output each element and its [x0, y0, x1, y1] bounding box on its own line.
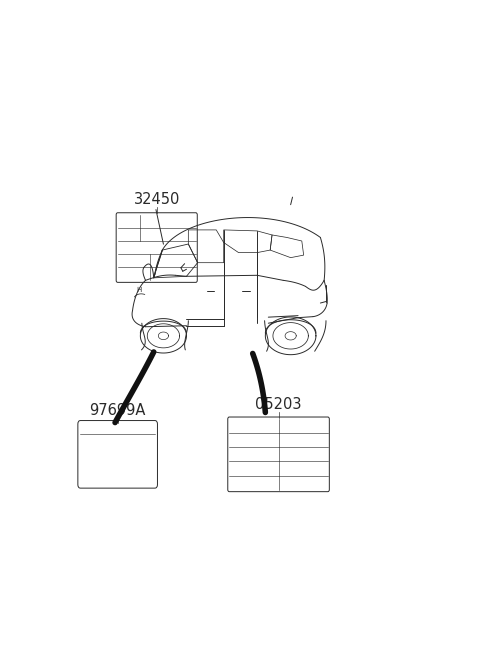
Text: 05203: 05203: [255, 398, 302, 413]
Text: 97699A: 97699A: [89, 403, 146, 417]
Text: ꓧ: ꓧ: [137, 288, 142, 293]
Text: 32450: 32450: [133, 192, 180, 207]
